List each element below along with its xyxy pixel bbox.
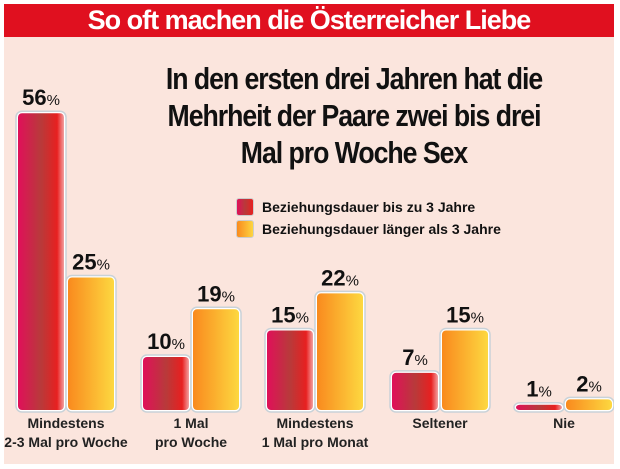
bar-short [516,404,562,410]
data-label: 25% [72,250,110,275]
bar-long [317,293,363,410]
bar-short [392,372,438,410]
category-label: 2-3 Mal pro Woche [4,434,128,450]
data-label: 22% [321,265,359,290]
data-label: 15% [271,303,309,328]
legend-label: Beziehungsdauer bis zu 3 Jahre [262,199,476,215]
category-label: Nie [553,415,575,431]
bar-long [566,399,612,410]
legend-label: Beziehungsdauer länger als 3 Jahre [262,221,501,237]
legend-swatch-orange [236,220,254,238]
legend: Beziehungsdauer bis zu 3 Jahre Beziehung… [236,196,501,240]
category-label: 1 Mal [173,415,208,431]
bar-long [68,277,114,410]
category-label: Mindestens [27,415,104,431]
category-label: Seltener [412,415,468,431]
chart-panel: So oft machen die Österreicher Liebe In … [4,4,614,464]
bar-short [267,330,313,410]
data-label: 56% [22,85,60,110]
category-label: 1 Mal pro Monat [262,434,369,450]
legend-item-long: Beziehungsdauer länger als 3 Jahre [236,218,501,240]
data-label: 2% [576,371,602,396]
data-label: 19% [197,281,235,306]
legend-item-short: Beziehungsdauer bis zu 3 Jahre [236,196,501,218]
category-label: Mindestens [276,415,353,431]
data-label: 1% [526,377,552,402]
data-label: 7% [402,345,428,370]
bar-short [18,113,64,410]
data-label: 10% [147,329,185,354]
category-label: pro Woche [155,434,227,450]
chart-title: So oft machen die Österreicher Liebe [4,4,614,37]
data-label: 15% [446,303,484,328]
legend-swatch-red [236,198,254,216]
bar-long [193,309,239,410]
bar-short [143,357,189,410]
bar-chart: 56% 25% Mindestens 2-3 Mal pro Woche 10% 19% 1… [4,85,614,450]
chart-subtitle: In den ersten drei Jahren hat die Mehrhe… [165,61,543,170]
bar-long [442,330,488,410]
